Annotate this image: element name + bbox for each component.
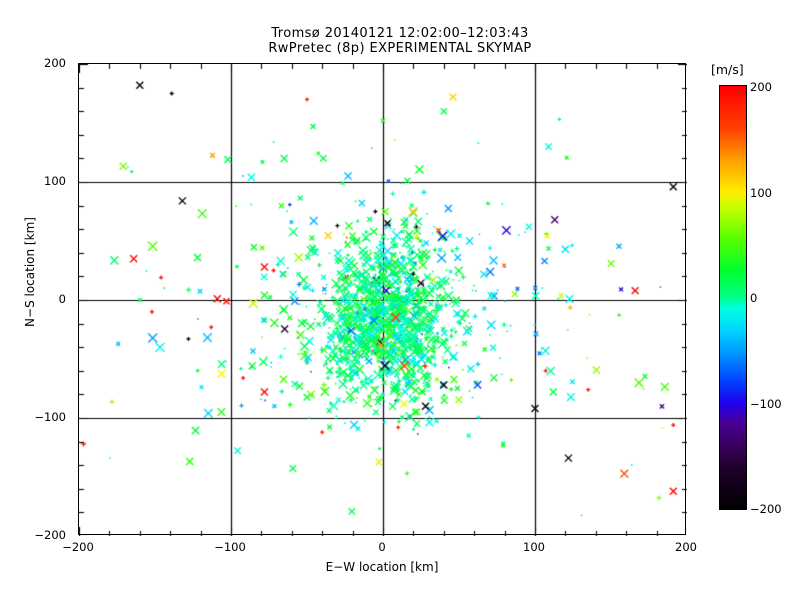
title-line-2: RwPretec (8p) EXPERIMENTAL SKYMAP bbox=[268, 41, 532, 56]
x-axis-title: E−W location [km] bbox=[325, 560, 439, 574]
x-tick-label-200: 200 bbox=[675, 540, 697, 554]
colorbar bbox=[719, 85, 747, 510]
x-tick-label-100: 100 bbox=[523, 540, 545, 554]
x-tick-label-0: 0 bbox=[378, 540, 386, 554]
x-tick-label-m200: −200 bbox=[62, 540, 94, 554]
x-tick-label-m100: −100 bbox=[214, 540, 246, 554]
y-tick-label-m200: −200 bbox=[34, 528, 66, 542]
figure-title: Tromsø 20140121 12:02:00–12:03:43 RwPret… bbox=[0, 26, 800, 56]
colorbar-tick-0: 0 bbox=[750, 291, 758, 305]
colorbar-tick-100: 100 bbox=[750, 186, 772, 200]
scatter-plot-canvas bbox=[79, 64, 687, 536]
y-tick-label-0: 0 bbox=[58, 292, 66, 306]
plot-area bbox=[78, 63, 687, 536]
colorbar-unit-label: [m/s] bbox=[711, 62, 744, 77]
colorbar-gradient bbox=[719, 85, 747, 510]
title-line-1: Tromsø 20140121 12:02:00–12:03:43 bbox=[271, 26, 529, 41]
colorbar-tick-m200: −200 bbox=[750, 502, 782, 516]
y-axis-title: N−S location [km] bbox=[23, 217, 37, 327]
y-tick-label-m100: −100 bbox=[34, 410, 66, 424]
y-tick-label-100: 100 bbox=[44, 174, 66, 188]
colorbar-tick-200: 200 bbox=[750, 80, 772, 94]
colorbar-tick-m100: −100 bbox=[750, 397, 782, 411]
y-tick-label-200: 200 bbox=[44, 56, 66, 70]
